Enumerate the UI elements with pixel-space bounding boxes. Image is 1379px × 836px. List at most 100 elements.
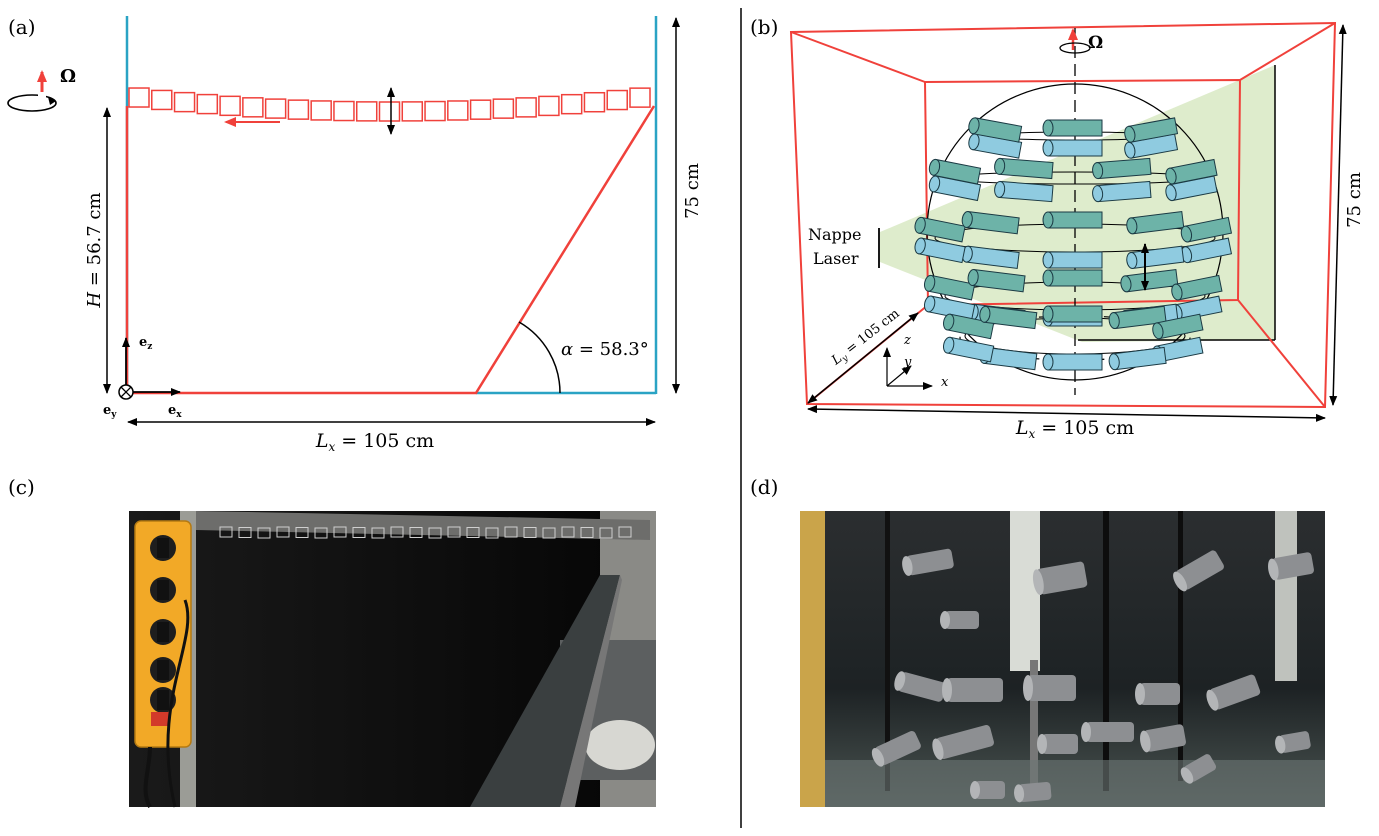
photo-tank-side-view	[129, 511, 656, 809]
cylinder	[1092, 157, 1152, 180]
cylinder	[1042, 269, 1103, 287]
cylinder	[994, 157, 1054, 180]
panel-c: (c)	[8, 475, 656, 809]
photo-cylinder	[1268, 552, 1314, 581]
total-height-label: 75 cm	[682, 163, 703, 219]
cylinder	[914, 237, 966, 264]
photo-cylinder	[1037, 734, 1078, 754]
rotation-symbol-b: Ω	[1059, 28, 1103, 54]
paddle	[264, 98, 287, 119]
paddle	[128, 87, 150, 108]
ex-label: ex	[168, 403, 182, 420]
panel-b: (b) Ω Nappe Laser	[750, 15, 1365, 441]
axis-z-label: z	[903, 333, 911, 348]
cylinder	[1124, 133, 1179, 159]
photo-cylinder	[932, 725, 994, 760]
depth-dimension-arrow	[807, 312, 919, 404]
panel-c-label: (c)	[8, 475, 35, 499]
cylinder	[943, 313, 995, 340]
cylinder	[1042, 251, 1103, 269]
paddle	[560, 93, 583, 115]
total-height-label-b: 75 cm	[1344, 172, 1365, 228]
height-label: H = 56.7 cm	[84, 192, 105, 308]
slope-angle-arc	[518, 321, 561, 394]
cylinder	[1042, 211, 1103, 229]
paddle	[629, 87, 651, 108]
panel-d: (d)	[750, 475, 1325, 807]
coordinate-axes-b: x z y	[883, 333, 949, 390]
photo-cylinder	[1014, 781, 1052, 803]
photo-cylinder	[1275, 731, 1311, 754]
photo-cylinders-view	[800, 511, 1325, 807]
paddle	[424, 100, 446, 122]
paddle	[219, 95, 241, 117]
paddle	[333, 100, 355, 122]
photo-cylinder	[970, 781, 1005, 799]
paddle	[355, 101, 378, 122]
panel-a: (a) Ω H = 56.7 cm 75 cm	[7, 15, 703, 454]
panel-a-label: (a)	[8, 15, 36, 39]
width-label-a: Lx = 105 cm	[315, 430, 434, 454]
omega-label-b: Ω	[1088, 33, 1103, 53]
paddle	[583, 91, 606, 113]
cylinder	[1165, 175, 1218, 202]
cylinder	[1042, 119, 1103, 137]
paddle	[173, 91, 196, 113]
paddle	[515, 97, 537, 118]
axis-y-label: y	[903, 355, 912, 370]
cylinder	[1120, 269, 1179, 293]
photo-cylinder	[1032, 561, 1088, 595]
cylinder	[1126, 211, 1185, 235]
cylinder	[1042, 305, 1103, 323]
cylinder	[928, 175, 982, 202]
photo-cylinder	[942, 678, 1003, 702]
cylinder	[1124, 117, 1179, 143]
photo-cylinder	[1206, 674, 1261, 711]
axis-x-label: x	[941, 375, 949, 390]
cylinder	[1180, 216, 1233, 243]
ez-label: ez	[139, 335, 152, 352]
cylinder	[914, 216, 966, 243]
paddle	[606, 89, 628, 111]
rotation-symbol-a: Ω	[7, 66, 76, 112]
panel-b-label: (b)	[750, 15, 778, 39]
paddle	[151, 89, 173, 111]
cylinder	[967, 269, 1026, 293]
cylinder	[943, 336, 995, 363]
paddle	[310, 100, 332, 121]
coordinate-axes-a: ez ey ex	[103, 335, 182, 420]
paddle	[242, 97, 264, 118]
cylinder	[1108, 346, 1167, 371]
angle-label: α = 58.3°	[561, 339, 649, 360]
cylinder	[1042, 353, 1103, 371]
photo-cylinder	[871, 730, 921, 767]
cylinder	[1165, 158, 1218, 185]
paddle	[469, 99, 492, 120]
photo-cylinder	[940, 611, 979, 629]
photo-cylinder	[1173, 550, 1224, 592]
power-switch	[151, 712, 169, 726]
photo-cylinder	[902, 548, 954, 576]
cylinder	[968, 117, 1023, 143]
cylinder	[928, 158, 982, 185]
paddle	[447, 100, 469, 121]
sloped-bottom-profile	[125, 105, 656, 395]
cylinder	[923, 274, 976, 301]
cylinder	[994, 180, 1054, 203]
paddle	[401, 101, 424, 122]
cylinder-rings	[914, 117, 1233, 371]
paddle	[287, 99, 310, 120]
total-height-arrow-b	[1329, 24, 1347, 406]
photo-cylinder	[1081, 722, 1134, 742]
cylinder	[1092, 180, 1152, 203]
paddle	[378, 101, 401, 122]
photo-cylinder	[1023, 675, 1076, 701]
width-label-b: Lx = 105 cm	[1015, 417, 1134, 441]
cylinder	[1152, 313, 1204, 340]
width-dimension-arrow-b	[807, 405, 1326, 422]
photo-cylinder	[1180, 754, 1217, 784]
nappe-label: Nappe	[808, 225, 862, 244]
paddle	[538, 95, 560, 117]
cylinder	[1108, 305, 1167, 330]
